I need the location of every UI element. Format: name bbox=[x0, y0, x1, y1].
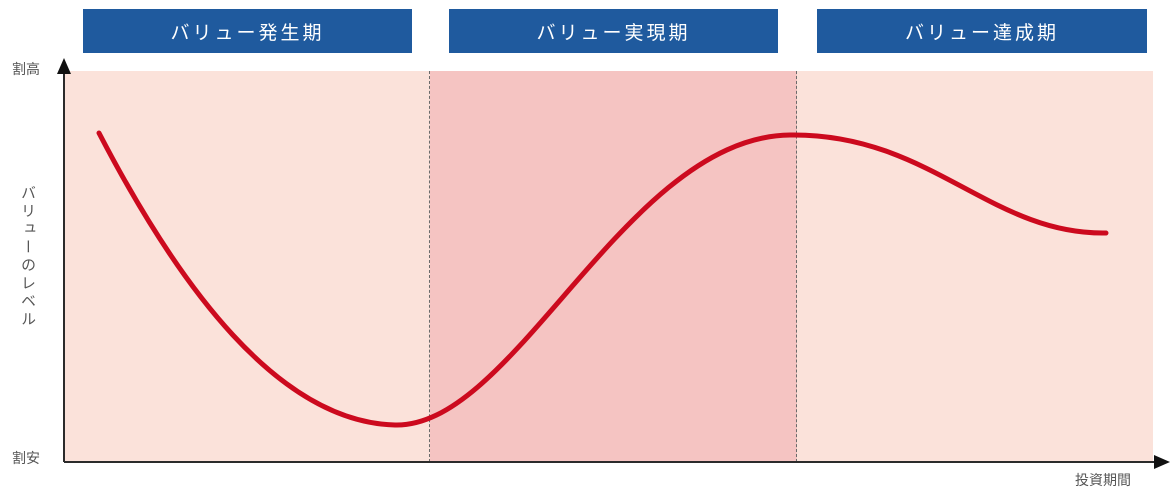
y-axis-title: バリューのレベル bbox=[19, 185, 37, 329]
phase-header-value-realization: バリュー実現期 bbox=[449, 9, 778, 53]
y-axis-top-label: 割高 bbox=[12, 62, 40, 78]
phase-header-value-achievement: バリュー達成期 bbox=[817, 9, 1147, 53]
phase-zone-emergence bbox=[64, 71, 430, 462]
y-axis-bottom-label: 割安 bbox=[12, 451, 40, 467]
phase-zone-achievement bbox=[797, 71, 1153, 462]
phase-divider-2 bbox=[796, 71, 797, 462]
x-axis-arrowhead bbox=[1154, 455, 1170, 469]
phase-zone-realization bbox=[430, 71, 797, 462]
y-axis-arrowhead bbox=[57, 58, 71, 74]
phase-header-value-emergence: バリュー発生期 bbox=[83, 9, 412, 53]
phase-divider-1 bbox=[429, 71, 430, 462]
value-level-curve bbox=[96, 130, 1109, 428]
x-axis-title: 投資期間 bbox=[1075, 473, 1131, 489]
